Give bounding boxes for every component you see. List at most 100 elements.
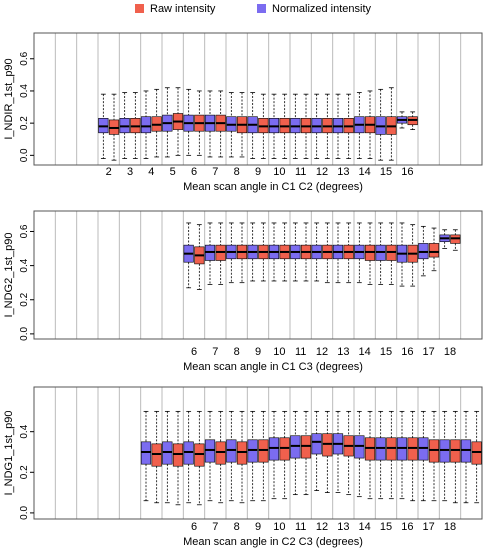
- box-normalized: [204, 222, 216, 285]
- box-raw: [236, 92, 248, 158]
- box-raw: [151, 88, 162, 158]
- plot-frame: [33, 210, 483, 340]
- x-axis-label: Mean scan angle in C2 C3 (degrees): [183, 536, 363, 548]
- box-normalized: [396, 222, 408, 287]
- box-body: [311, 433, 322, 455]
- box-raw: [471, 410, 482, 504]
- x-tick-label: 7: [212, 521, 218, 533]
- box-raw: [236, 410, 248, 504]
- x-tick-label: 17: [423, 521, 435, 533]
- box-normalized: [98, 93, 109, 159]
- legend-swatch-raw: [135, 4, 144, 13]
- box-normalized: [226, 92, 237, 158]
- box-body: [151, 443, 162, 467]
- box-raw: [343, 410, 354, 496]
- box-body: [279, 437, 290, 461]
- box-body: [439, 439, 450, 463]
- box-body: [172, 443, 184, 467]
- box-normalized: [290, 93, 301, 159]
- box-body: [450, 439, 461, 463]
- boxplot-panel-3: 0.0 0.2 0.4 I_NDG1_1st_p90 6 7 8 9 10 11 12 13 14 15 1…: [3, 386, 483, 548]
- box-body: [236, 441, 248, 465]
- box-normalized: [354, 222, 365, 284]
- x-tick-label: 18: [444, 521, 456, 533]
- plot-frame: [33, 386, 483, 520]
- box-raw: [407, 410, 418, 502]
- box-raw: [322, 93, 333, 159]
- x-tick-label: 4: [148, 166, 154, 178]
- box-normalized: [439, 229, 450, 249]
- legend: Raw intensity Normalized intensity: [0, 0, 490, 20]
- box-raw: [172, 410, 184, 506]
- box-body: [322, 433, 333, 457]
- box-raw: [364, 90, 376, 159]
- box-normalized: [396, 410, 408, 500]
- box-normalized: [460, 410, 472, 504]
- box-normalized: [375, 88, 386, 161]
- x-tick-label: 12: [316, 346, 328, 358]
- box-normalized: [140, 90, 152, 159]
- x-tick-label: 7: [212, 346, 218, 358]
- x-tick-label: 16: [401, 166, 413, 178]
- x-tick-label: 10: [273, 166, 285, 178]
- box-normalized: [226, 222, 237, 284]
- box-body: [258, 439, 269, 463]
- box-body: [300, 435, 312, 459]
- plot-frame: [33, 32, 483, 166]
- x-tick-label: 12: [316, 166, 328, 178]
- x-tick-label: 15: [380, 346, 392, 358]
- box-body: [215, 441, 226, 465]
- legend-item-raw: Raw intensity: [135, 3, 215, 15]
- box-normalized: [354, 410, 365, 498]
- x-tick-label: 14: [359, 521, 371, 533]
- y-tick-label: 0.4: [19, 424, 30, 438]
- box-body: [407, 437, 418, 461]
- box-normalized: [418, 410, 429, 502]
- box-normalized: [140, 410, 152, 502]
- box-body: [418, 437, 429, 461]
- y-tick-label: 0.4: [19, 84, 30, 98]
- box-raw: [194, 410, 205, 506]
- legend-label-normalized: Normalized intensity: [272, 3, 372, 15]
- box-normalized: [162, 87, 173, 158]
- box-normalized: [311, 410, 322, 491]
- box-raw: [300, 222, 312, 282]
- box-normalized: [290, 410, 301, 496]
- box-body: [364, 437, 376, 461]
- x-tick-label: 11: [295, 346, 306, 358]
- box-raw: [428, 410, 440, 502]
- box-normalized: [183, 222, 194, 289]
- box-raw: [236, 222, 248, 284]
- box-body: [375, 437, 386, 461]
- box-raw: [258, 222, 269, 282]
- x-tick-label: 11: [295, 521, 306, 533]
- box-raw: [343, 93, 354, 159]
- box-body: [290, 435, 301, 459]
- x-tick-label: 8: [234, 346, 240, 358]
- box-body: [204, 439, 216, 463]
- box-normalized: [396, 111, 408, 129]
- x-tick-label: 14: [359, 166, 371, 178]
- box-normalized: [354, 92, 365, 159]
- x-tick-label: 13: [337, 521, 349, 533]
- box-raw: [364, 410, 376, 500]
- x-tick-label: 8: [234, 166, 240, 178]
- x-tick-label: 8: [234, 521, 240, 533]
- box-raw: [194, 224, 205, 290]
- box-normalized: [290, 222, 301, 282]
- x-tick-label: 16: [401, 346, 413, 358]
- box-body: [183, 441, 194, 465]
- box-body: [396, 437, 408, 461]
- y-tick-label: 0.2: [19, 116, 30, 130]
- box-raw: [322, 222, 333, 284]
- box-normalized: [332, 410, 344, 494]
- box-normalized: [311, 222, 322, 282]
- x-tick-label: 10: [273, 521, 285, 533]
- box-raw: [279, 410, 290, 500]
- box-normalized: [247, 92, 258, 159]
- box-normalized: [311, 93, 322, 159]
- box-body: [140, 441, 152, 465]
- box-raw: [428, 227, 440, 272]
- box-body: [471, 441, 482, 465]
